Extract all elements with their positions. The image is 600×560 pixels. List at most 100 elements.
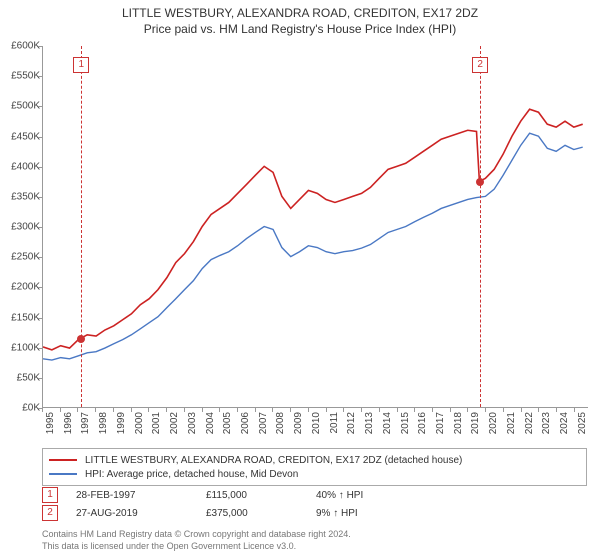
legend-label: LITTLE WESTBURY, ALEXANDRA ROAD, CREDITO… [85,455,462,466]
sale-row: 128-FEB-1997£115,00040% ↑ HPI [42,486,426,504]
sales-table: 128-FEB-1997£115,00040% ↑ HPI227-AUG-201… [42,486,426,522]
y-axis-label: £100K [0,342,40,353]
y-axis-tick [38,76,42,77]
x-axis-label: 1996 [63,412,74,434]
legend-item: HPI: Average price, detached house, Mid … [49,467,580,481]
x-axis-tick [450,408,451,412]
x-axis-label: 2018 [453,412,464,434]
y-axis-tick [38,227,42,228]
y-axis-label: £50K [0,372,40,383]
y-axis-label: £550K [0,71,40,82]
sale-marker-line [81,46,82,407]
x-axis-tick [237,408,238,412]
x-axis-tick [148,408,149,412]
x-axis-label: 2019 [470,412,481,434]
y-axis-label: £150K [0,312,40,323]
x-axis-label: 2022 [524,412,535,434]
sale-index-box: 1 [42,487,58,503]
x-axis-tick [113,408,114,412]
y-axis-tick [38,106,42,107]
sale-delta: 9% ↑ HPI [316,508,426,519]
x-axis-tick [202,408,203,412]
y-axis-tick [38,137,42,138]
x-axis-tick [361,408,362,412]
legend-swatch [49,473,77,475]
x-axis-label: 2002 [169,412,180,434]
x-axis-tick [308,408,309,412]
chart-plot [43,46,588,407]
legend: LITTLE WESTBURY, ALEXANDRA ROAD, CREDITO… [42,448,587,486]
x-axis-label: 2025 [577,412,588,434]
x-axis-label: 2021 [506,412,517,434]
x-axis-label: 1998 [98,412,109,434]
x-axis-tick [343,408,344,412]
x-axis-tick [397,408,398,412]
attribution: Contains HM Land Registry data © Crown c… [42,528,351,552]
legend-swatch [49,459,77,461]
x-axis-label: 2024 [559,412,570,434]
x-axis-label: 2014 [382,412,393,434]
sale-date: 27-AUG-2019 [76,508,206,519]
attribution-line: Contains HM Land Registry data © Crown c… [42,528,351,540]
x-axis-tick [272,408,273,412]
x-axis-tick [166,408,167,412]
x-axis-tick [326,408,327,412]
x-axis-label: 1999 [116,412,127,434]
x-axis-label: 2009 [293,412,304,434]
sale-marker-dot [77,335,85,343]
x-axis-label: 2003 [187,412,198,434]
y-axis-tick [38,46,42,47]
x-axis-tick [432,408,433,412]
x-axis-label: 2023 [541,412,552,434]
x-axis-label: 2005 [222,412,233,434]
chart-subtitle: Price paid vs. HM Land Registry's House … [0,22,600,36]
x-axis-label: 2008 [275,412,286,434]
y-axis-tick [38,287,42,288]
x-axis-tick [503,408,504,412]
x-axis-label: 2001 [151,412,162,434]
x-axis-label: 2004 [205,412,216,434]
legend-label: HPI: Average price, detached house, Mid … [85,469,298,480]
x-axis-label: 2016 [417,412,428,434]
y-axis-label: £200K [0,282,40,293]
x-axis-tick [95,408,96,412]
sale-marker-box: 1 [73,57,89,73]
sale-price: £115,000 [206,490,316,501]
y-axis-label: £400K [0,161,40,172]
y-axis-tick [38,257,42,258]
y-axis-tick [38,197,42,198]
x-axis-tick [219,408,220,412]
sale-price: £375,000 [206,508,316,519]
y-axis-tick [38,318,42,319]
x-axis-label: 2007 [258,412,269,434]
y-axis-label: £450K [0,131,40,142]
legend-item: LITTLE WESTBURY, ALEXANDRA ROAD, CREDITO… [49,453,580,467]
x-axis-label: 2012 [346,412,357,434]
x-axis-tick [60,408,61,412]
y-axis-tick [38,167,42,168]
attribution-line: This data is licensed under the Open Gov… [42,540,351,552]
y-axis-label: £300K [0,222,40,233]
x-axis-label: 1997 [80,412,91,434]
y-axis-label: £500K [0,101,40,112]
sale-date: 28-FEB-1997 [76,490,206,501]
x-axis-tick [255,408,256,412]
x-axis-tick [574,408,575,412]
x-axis-tick [485,408,486,412]
x-axis-label: 2010 [311,412,322,434]
x-axis-tick [414,408,415,412]
x-axis-label: 2017 [435,412,446,434]
x-axis-tick [184,408,185,412]
x-axis-label: 2011 [329,412,340,434]
series-line [43,133,583,360]
x-axis-tick [467,408,468,412]
x-axis-tick [538,408,539,412]
sale-marker-box: 2 [472,57,488,73]
sale-marker-dot [476,178,484,186]
x-axis-label: 2015 [400,412,411,434]
x-axis-label: 1995 [45,412,56,434]
sale-row: 227-AUG-2019£375,0009% ↑ HPI [42,504,426,522]
x-axis-label: 2013 [364,412,375,434]
x-axis-label: 2020 [488,412,499,434]
x-axis-tick [521,408,522,412]
